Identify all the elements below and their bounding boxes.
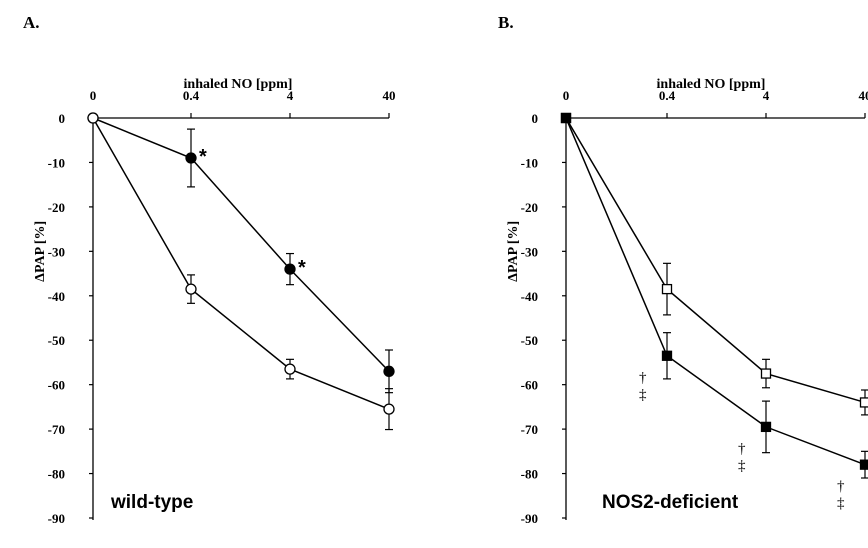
- x-tick-label: 0.4: [659, 88, 676, 103]
- x-tick-label: 0.4: [183, 88, 200, 103]
- series-line: [92, 117, 390, 410]
- y-tick-label: -40: [521, 289, 538, 304]
- y-tick-label: -30: [48, 244, 65, 259]
- y-tick-label: -30: [521, 244, 538, 259]
- y-axis-title: ΔPAP [%]: [33, 221, 48, 282]
- data-point: [383, 403, 395, 415]
- y-tick-label: -70: [48, 422, 65, 437]
- x-axis-title: inhaled NO [ppm]: [184, 77, 293, 92]
- y-tick-label: -10: [521, 155, 538, 170]
- y-tick-label: -90: [521, 511, 538, 526]
- chart-panel-b: B. inhaled NO [ppm] ΔPAP [%] 0 0.4 4 40 0 -10 -20…: [498, 13, 868, 526]
- y-tick-label: -40: [48, 289, 65, 304]
- x-axis-title: inhaled NO [ppm]: [657, 77, 766, 92]
- x-tick-label: 4: [763, 88, 770, 103]
- data-point: [661, 283, 673, 295]
- data-point: [760, 368, 772, 379]
- data-point: [185, 152, 197, 164]
- group-label: NOS2-deficient: [602, 492, 739, 513]
- y-tick-label: -20: [521, 200, 538, 215]
- data-point: [661, 350, 673, 361]
- y-tick-label: -50: [48, 333, 65, 348]
- y-tick-label: -10: [48, 155, 65, 170]
- significance-marker: † ‡: [639, 370, 647, 403]
- y-tick-label: -70: [521, 422, 538, 437]
- group-label: wild-type: [110, 492, 193, 513]
- significance-marker: † ‡: [738, 441, 746, 474]
- x-tick-label: 40: [383, 88, 396, 103]
- y-axis-title: ΔPAP [%]: [506, 221, 521, 282]
- data-point: [560, 112, 572, 124]
- y-tick-label: -60: [48, 378, 65, 393]
- data-point: [284, 363, 296, 375]
- panel-label: A.: [23, 13, 40, 32]
- y-tick-label: -50: [521, 333, 538, 348]
- significance-marker: † ‡: [837, 479, 845, 512]
- data-point: [859, 397, 868, 408]
- x-tick-label: 40: [859, 88, 868, 103]
- x-tick-label: 0: [563, 88, 570, 103]
- data-point: [760, 421, 772, 433]
- data-point: [383, 365, 395, 377]
- y-tick-label: -80: [48, 467, 65, 482]
- significance-marker: *: [199, 146, 207, 168]
- y-tick-label: 0: [59, 111, 66, 126]
- x-tick-label: 4: [287, 88, 294, 103]
- chart-panel-a: A. inhaled NO [ppm] ΔPAP [%] 0 0.4 4 40 0 -10 -20…: [23, 13, 396, 526]
- data-point: [185, 283, 197, 295]
- data-point: [859, 459, 868, 470]
- y-tick-label: -80: [521, 467, 538, 482]
- series-line: [92, 117, 390, 372]
- series-line: [565, 117, 866, 404]
- data-point: [87, 112, 99, 124]
- y-tick-label: -60: [521, 378, 538, 393]
- y-tick-label: -20: [48, 200, 65, 215]
- significance-marker: *: [298, 257, 306, 279]
- y-tick-label: 0: [532, 111, 539, 126]
- x-tick-label: 0: [90, 88, 97, 103]
- data-point: [284, 263, 296, 275]
- panel-label: B.: [498, 13, 514, 32]
- y-tick-label: -90: [48, 511, 65, 526]
- series-line: [565, 117, 866, 466]
